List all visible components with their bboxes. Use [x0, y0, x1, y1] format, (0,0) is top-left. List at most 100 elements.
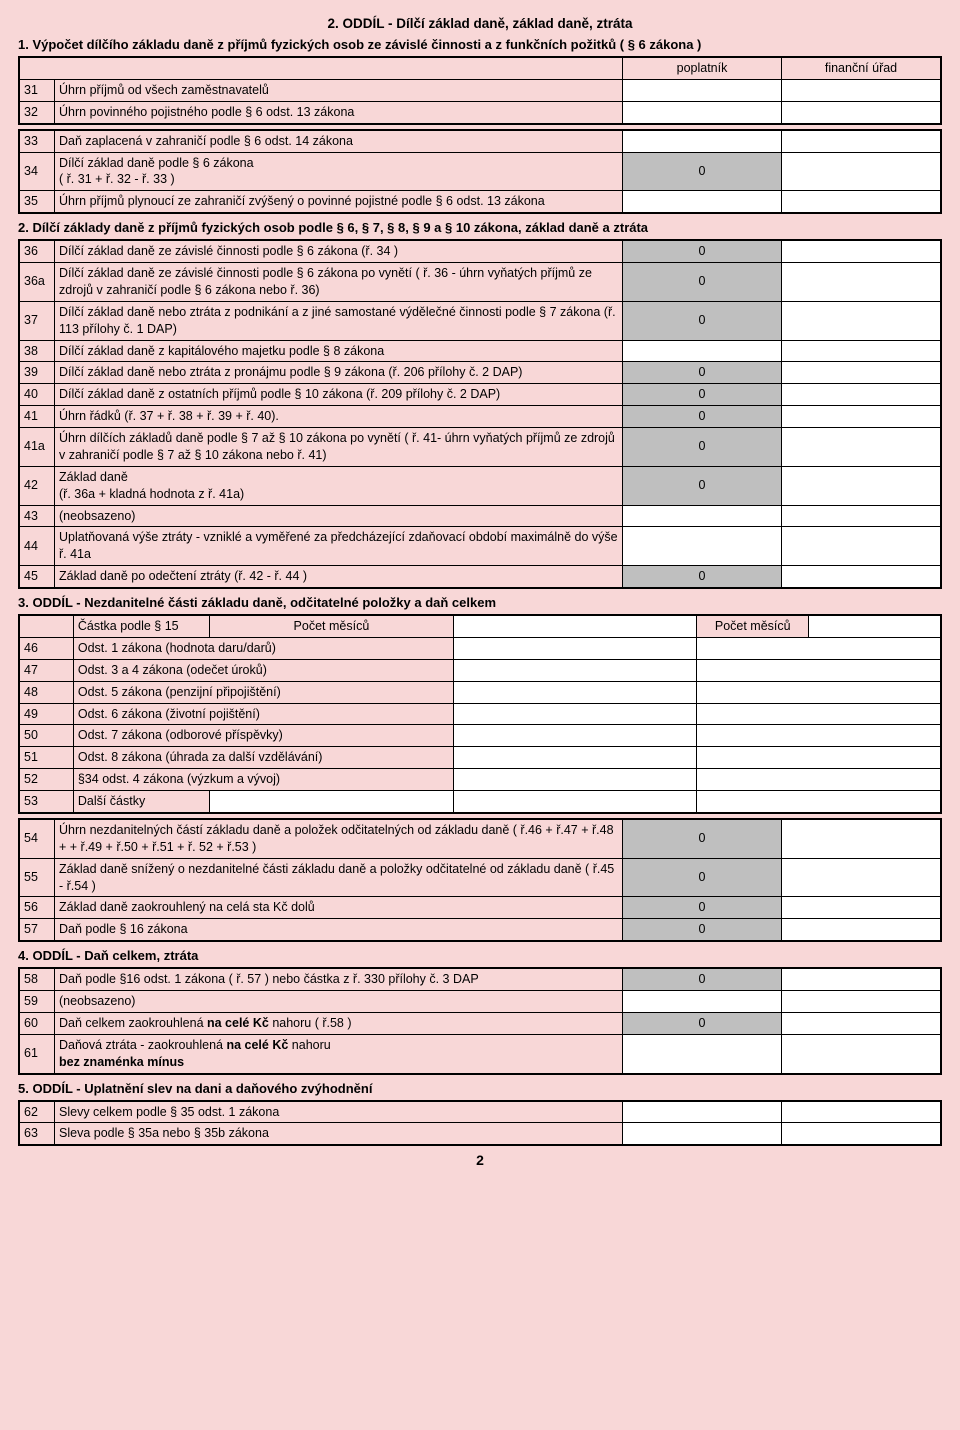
row-num: 56 — [19, 897, 55, 919]
urad-51[interactable] — [697, 747, 941, 769]
urad-41a[interactable] — [782, 428, 942, 467]
main-title: 2. ODDÍL - Dílčí základ daně, základ dan… — [18, 16, 942, 31]
urad-48[interactable] — [697, 681, 941, 703]
row-label: Odst. 3 a 4 zákona (odečet úroků) — [73, 659, 453, 681]
mon-53[interactable] — [210, 791, 454, 813]
urad-61[interactable] — [782, 1034, 942, 1073]
val-50[interactable] — [453, 725, 697, 747]
row-num: 48 — [19, 681, 73, 703]
val-59[interactable] — [623, 991, 782, 1013]
urad-38[interactable] — [782, 340, 942, 362]
urad-32[interactable] — [782, 101, 942, 123]
urad-34[interactable] — [782, 152, 942, 191]
val-44[interactable] — [623, 527, 782, 566]
row-num: 34 — [19, 152, 55, 191]
row-num: 31 — [19, 79, 55, 101]
row-label: Odst. 5 zákona (penzijní připojištění) — [73, 681, 453, 703]
poplatnik-32[interactable] — [623, 101, 782, 123]
row-num: 32 — [19, 101, 55, 123]
urad-57[interactable] — [782, 919, 942, 941]
poplatnik-34: 0 — [623, 152, 782, 191]
urad-40[interactable] — [782, 384, 942, 406]
row-num: 47 — [19, 659, 73, 681]
val-51[interactable] — [453, 747, 697, 769]
urad-46[interactable] — [697, 637, 941, 659]
row-label: Daň zaplacená v zahraničí podle § 6 odst… — [55, 130, 623, 152]
row-num: 45 — [19, 566, 55, 588]
val-55: 0 — [623, 858, 782, 897]
val-61[interactable] — [623, 1034, 782, 1073]
row-num: 59 — [19, 991, 55, 1013]
row-label: Slevy celkem podle § 35 odst. 1 zákona — [55, 1101, 623, 1123]
urad-41[interactable] — [782, 406, 942, 428]
urad-42[interactable] — [782, 466, 942, 505]
val-62[interactable] — [623, 1101, 782, 1123]
row-label: Dílčí základ daně z ostatních příjmů pod… — [55, 384, 623, 406]
sec1b-table: 33 Daň zaplacená v zahraničí podle § 6 o… — [18, 129, 942, 215]
urad-50[interactable] — [697, 725, 941, 747]
val-52[interactable] — [453, 769, 697, 791]
urad-31[interactable] — [782, 79, 942, 101]
row-num: 55 — [19, 858, 55, 897]
val-38[interactable] — [623, 340, 782, 362]
row-num: 51 — [19, 747, 73, 769]
row-label: §34 odst. 4 zákona (výzkum a vývoj) — [73, 769, 453, 791]
row-label: Daň podle §16 odst. 1 zákona ( ř. 57 ) n… — [55, 968, 623, 990]
row-num: 52 — [19, 769, 73, 791]
urad-45[interactable] — [782, 566, 942, 588]
val-43[interactable] — [623, 505, 782, 527]
sec3-blank1[interactable] — [453, 615, 697, 637]
urad-36a[interactable] — [782, 263, 942, 302]
urad-49[interactable] — [697, 703, 941, 725]
poplatnik-35[interactable] — [623, 191, 782, 213]
row-num: 46 — [19, 637, 73, 659]
row-label: Úhrn dílčích základů daně podle § 7 až §… — [55, 428, 623, 467]
urad-35[interactable] — [782, 191, 942, 213]
sec5-table: 62 Slevy celkem podle § 35 odst. 1 zákon… — [18, 1100, 942, 1147]
val-39: 0 — [623, 362, 782, 384]
row-num: 43 — [19, 505, 55, 527]
val-57: 0 — [623, 919, 782, 941]
urad-59[interactable] — [782, 991, 942, 1013]
sec3-blank2[interactable] — [809, 615, 941, 637]
row-label: Dílčí základ daně podle § 6 zákona( ř. 3… — [55, 152, 623, 191]
urad-53[interactable] — [697, 791, 941, 813]
val-46[interactable] — [453, 637, 697, 659]
row-num: 49 — [19, 703, 73, 725]
val-49[interactable] — [453, 703, 697, 725]
val-53[interactable] — [453, 791, 697, 813]
urad-36[interactable] — [782, 240, 942, 262]
row-label: Odst. 6 zákona (životní pojištění) — [73, 703, 453, 725]
row-num: 42 — [19, 466, 55, 505]
urad-43[interactable] — [782, 505, 942, 527]
urad-33[interactable] — [782, 130, 942, 152]
urad-39[interactable] — [782, 362, 942, 384]
sec1-title: 1. Výpočet dílčího základu daně z příjmů… — [18, 37, 942, 52]
urad-52[interactable] — [697, 769, 941, 791]
row-num: 61 — [19, 1034, 55, 1073]
row-label: Dílčí základ daně nebo ztráta z podnikán… — [55, 301, 623, 340]
poplatnik-31[interactable] — [623, 79, 782, 101]
val-56: 0 — [623, 897, 782, 919]
poplatnik-33[interactable] — [623, 130, 782, 152]
val-63[interactable] — [623, 1123, 782, 1145]
val-48[interactable] — [453, 681, 697, 703]
urad-63[interactable] — [782, 1123, 942, 1145]
val-60: 0 — [623, 1012, 782, 1034]
urad-54[interactable] — [782, 819, 942, 858]
urad-56[interactable] — [782, 897, 942, 919]
row-label: Úhrn povinného pojistného podle § 6 odst… — [55, 101, 623, 123]
urad-37[interactable] — [782, 301, 942, 340]
months-header: Počet měsíců — [210, 615, 454, 637]
urad-44[interactable] — [782, 527, 942, 566]
urad-55[interactable] — [782, 858, 942, 897]
sec1-table: poplatník finanční úřad 31 Úhrn příjmů o… — [18, 56, 942, 125]
urad-47[interactable] — [697, 659, 941, 681]
urad-58[interactable] — [782, 968, 942, 990]
urad-60[interactable] — [782, 1012, 942, 1034]
val-47[interactable] — [453, 659, 697, 681]
urad-62[interactable] — [782, 1101, 942, 1123]
header-urad: finanční úřad — [782, 57, 942, 79]
row-num: 41a — [19, 428, 55, 467]
row-num: 40 — [19, 384, 55, 406]
